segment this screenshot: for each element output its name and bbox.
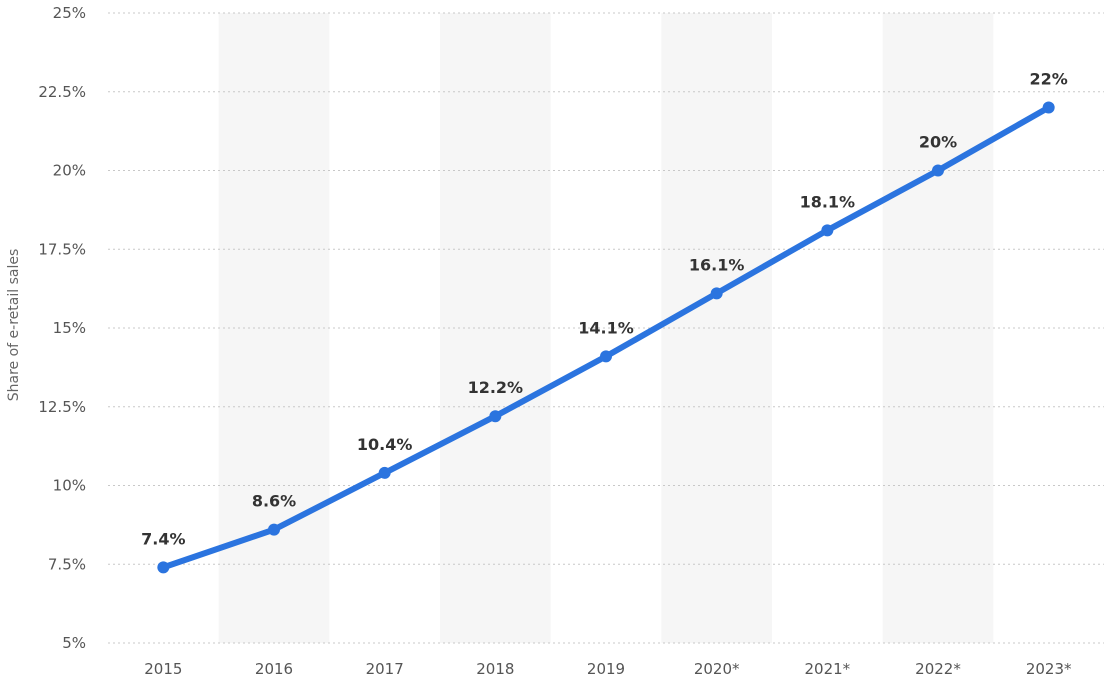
- y-tick-label: 20%: [53, 162, 86, 180]
- x-tick-label: 2022*: [915, 660, 961, 678]
- y-tick-label: 12.5%: [38, 398, 86, 416]
- data-label: 20%: [919, 133, 957, 152]
- y-tick-label: 10%: [53, 477, 86, 495]
- data-point: [157, 561, 170, 574]
- data-label: 10.4%: [357, 435, 413, 454]
- data-label: 14.1%: [578, 318, 634, 337]
- data-point: [489, 410, 502, 423]
- y-tick-label: 5%: [62, 634, 86, 652]
- data-label: 8.6%: [252, 492, 296, 511]
- x-tick-label: 2023*: [1026, 660, 1072, 678]
- data-label: 7.4%: [141, 529, 185, 548]
- data-label: 12.2%: [468, 378, 524, 397]
- data-point: [710, 287, 723, 300]
- x-tick-label: 2019: [587, 660, 625, 678]
- y-tick-label: 17.5%: [38, 240, 86, 258]
- data-point: [821, 224, 834, 237]
- x-axis: 2015 2016 2017 2018 2019 2020* 2021* 2022* 2023*: [144, 660, 1072, 678]
- data-point: [1042, 101, 1055, 114]
- x-tick-label: 2018: [476, 660, 514, 678]
- data-point: [932, 164, 944, 177]
- x-tick-label: 2016: [255, 660, 293, 678]
- data-label: 18.1%: [800, 192, 856, 211]
- y-tick-label: 22.5%: [38, 83, 86, 101]
- data-point: [600, 350, 612, 363]
- data-point: [268, 523, 280, 536]
- x-tick-label: 2021*: [804, 660, 850, 678]
- column-band: [661, 13, 772, 643]
- data-labels: 7.4% 8.6% 10.4% 12.2% 14.1% 16.1% 18.1% 20% 22%: [141, 70, 1068, 549]
- y-tick-label: 7.5%: [48, 555, 86, 573]
- data-label: 16.1%: [689, 255, 745, 274]
- y-axis: 5% 7.5% 10% 12.5% 15% 17.5% 20% 22.5% 25%: [38, 4, 86, 652]
- x-tick-label: 2015: [144, 660, 182, 678]
- y-axis-label: Share of e-retail sales: [6, 249, 22, 402]
- data-point: [378, 466, 391, 479]
- data-label: 22%: [1030, 70, 1068, 89]
- data-points: [157, 101, 1055, 574]
- x-tick-label: 2017: [366, 660, 404, 678]
- y-tick-label: 25%: [53, 4, 86, 22]
- x-tick-label: 2020*: [694, 660, 740, 678]
- y-tick-label: 15%: [53, 319, 86, 337]
